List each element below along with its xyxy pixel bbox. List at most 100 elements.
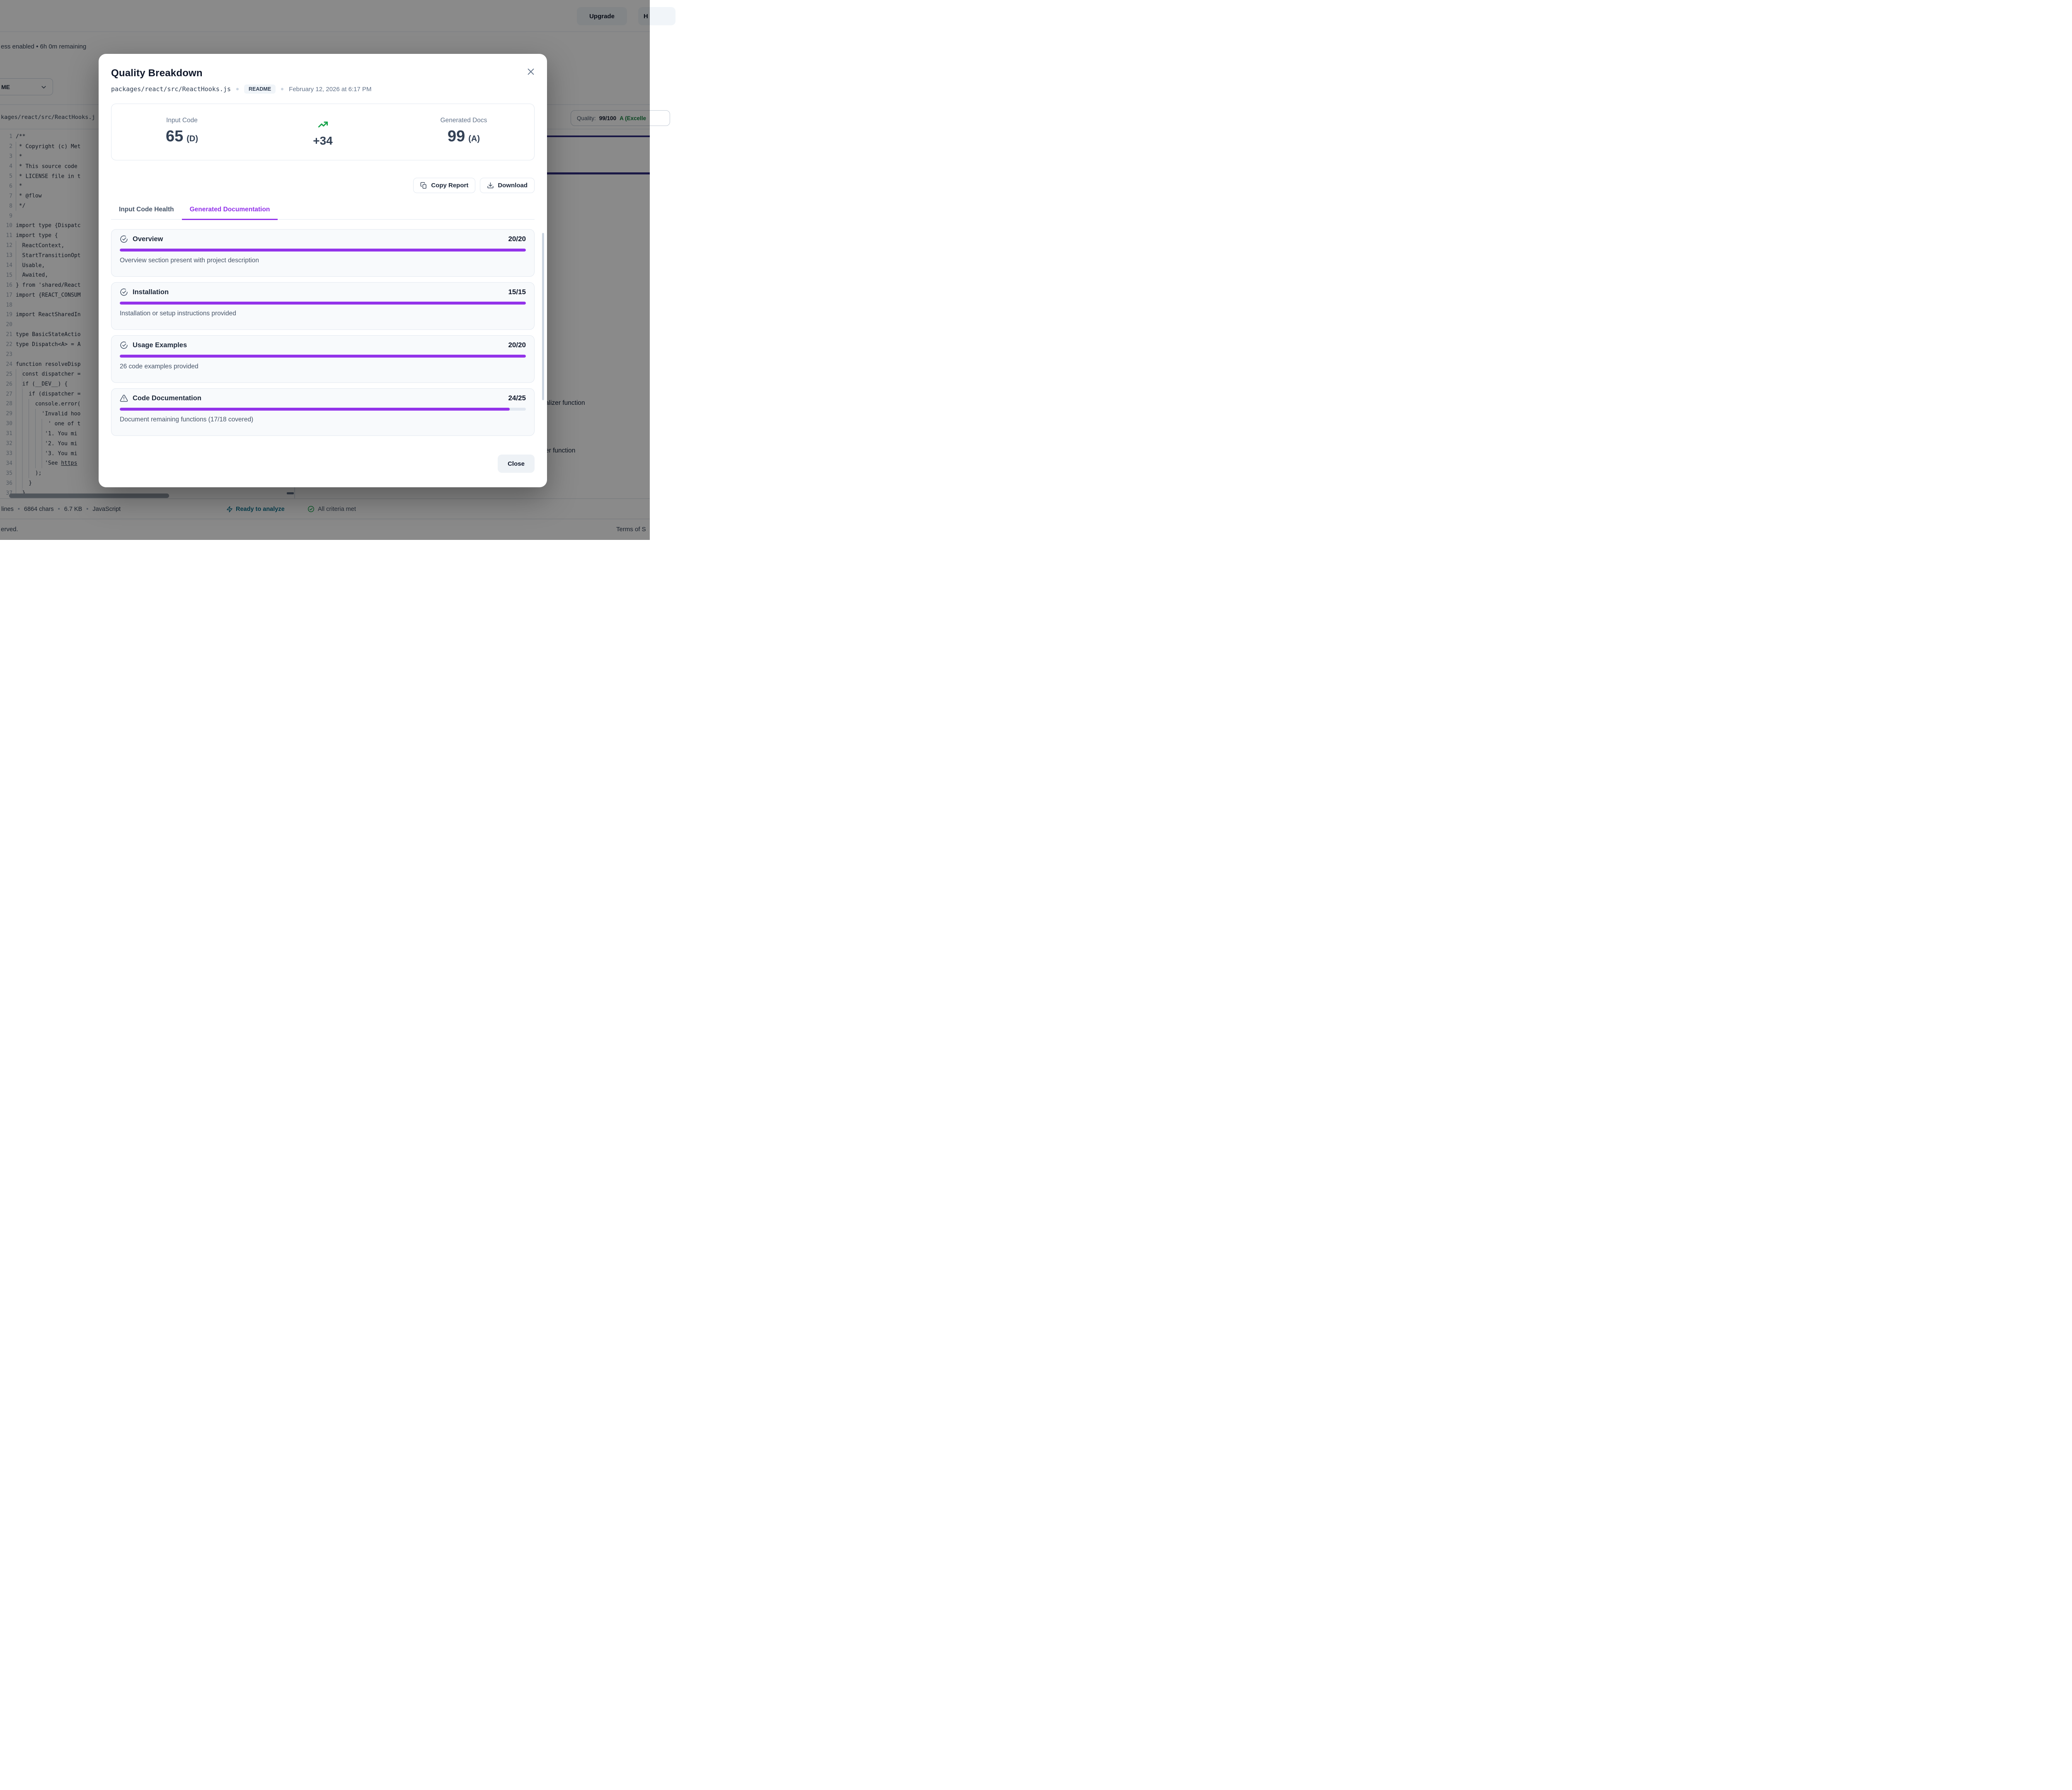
output-score-value: 99 xyxy=(447,128,465,145)
file-stat: JavaScript xyxy=(92,506,121,513)
modal-scrollbar[interactable] xyxy=(542,233,544,400)
code-line: 24 function resolveDisp xyxy=(0,359,294,369)
criteria-progress-track xyxy=(120,249,526,252)
line-number: 24 xyxy=(6,361,12,368)
line-number: 16 xyxy=(6,282,12,288)
upgrade-button[interactable]: Upgrade xyxy=(577,7,627,25)
criteria-name: Usage Examples xyxy=(133,341,187,349)
criteria-progress-fill xyxy=(120,249,526,252)
line-number: 14 xyxy=(6,262,12,269)
code-editor[interactable]: 1/** 2 * Copyright (c) Met 3 * 4 * This source… xyxy=(0,132,294,498)
line-number: 23 xyxy=(6,351,12,358)
status-bar: lines • 6864 chars • 6.7 KB • JavaScript Ready… xyxy=(0,498,650,519)
file-stats: lines • 6864 chars • 6.7 KB • JavaScript xyxy=(1,499,121,519)
copyright-text: erved. xyxy=(1,526,18,533)
score-delta: +34 xyxy=(313,134,333,147)
session-status-text: ess enabled • 6h 0m remaining xyxy=(1,43,87,50)
line-number: 18 xyxy=(6,302,12,308)
score-summary-card: Input Code 65 (D) +34 Generated Docs 99 … xyxy=(111,104,535,160)
code-line: 1 /** xyxy=(0,132,294,142)
line-number: 29 xyxy=(6,411,12,417)
close-button[interactable]: Close xyxy=(498,455,535,473)
code-line: 20 xyxy=(0,320,294,330)
criteria-description: Installation or setup instructions provi… xyxy=(120,310,236,317)
criteria-progress-track xyxy=(120,355,526,358)
line-number: 11 xyxy=(6,232,12,239)
tab-input-code-health[interactable]: Input Code Health xyxy=(119,206,174,213)
criteria-progress-track xyxy=(120,408,526,411)
code-line: 32 '2. You mi xyxy=(0,438,294,449)
circle-check-icon xyxy=(120,341,128,349)
code-line: 34 'See https xyxy=(0,458,294,469)
file-stat: lines xyxy=(1,506,14,513)
warning-triangle-icon xyxy=(120,394,128,402)
code-text: /** xyxy=(16,133,26,140)
close-icon[interactable] xyxy=(526,67,535,76)
download-icon xyxy=(487,182,494,189)
criteria-progress-fill xyxy=(120,355,526,358)
code-line: 30 ' one of t xyxy=(0,418,294,429)
horizontal-scrollbar[interactable] xyxy=(9,493,169,498)
line-number: 5 xyxy=(9,173,12,179)
code-text: * Copyright (c) Met xyxy=(16,141,81,152)
circle-check-icon xyxy=(120,288,128,296)
code-text: '3. You mi xyxy=(16,448,77,459)
code-line: 5 * LICENSE file in t xyxy=(0,171,294,181)
input-score-value: 65 xyxy=(165,128,184,145)
chevron-down-icon xyxy=(41,86,46,89)
code-text: Usable, xyxy=(16,260,45,271)
line-number: 17 xyxy=(6,292,12,298)
modal-subheader: packages/react/src/ReactHooks.js README … xyxy=(111,85,535,94)
copy-report-label: Copy Report xyxy=(431,182,469,189)
criteria-status-label: All criteria met xyxy=(318,506,356,513)
code-line: 12 ReactContext, xyxy=(0,240,294,251)
line-number: 34 xyxy=(6,460,12,467)
criteria-score: 20/20 xyxy=(508,235,526,243)
code-text: function resolveDisp xyxy=(16,361,81,368)
code-text: * @flow xyxy=(16,191,42,201)
line-number: 28 xyxy=(6,401,12,407)
line-number: 30 xyxy=(6,421,12,427)
output-score-column: Generated Docs 99 (A) xyxy=(393,104,534,160)
code-line: 22 type Dispatch<A> = A xyxy=(0,340,294,350)
code-text: ); xyxy=(16,468,41,479)
line-number: 9 xyxy=(9,213,12,219)
criteria-description: Overview section present with project de… xyxy=(120,257,259,264)
terms-link[interactable]: Terms of S xyxy=(616,526,646,533)
report-timestamp: February 12, 2026 at 6:17 PM xyxy=(289,85,372,93)
quality-label: Quality: xyxy=(577,115,596,121)
output-score-label: Generated Docs xyxy=(440,117,487,124)
copy-report-button[interactable]: Copy Report xyxy=(413,178,476,193)
line-number: 12 xyxy=(6,242,12,249)
quality-grade: A (Excelle xyxy=(620,115,646,121)
target-select-value: ME xyxy=(1,83,10,90)
code-line: 29 'Invalid hoo xyxy=(0,409,294,419)
code-text: */ xyxy=(16,201,25,211)
code-text: ' one of t xyxy=(16,418,80,429)
line-number: 20 xyxy=(6,322,12,328)
code-text: import type {Dispatc xyxy=(16,223,81,229)
target-select[interactable]: ME xyxy=(0,78,53,95)
help-button-partial[interactable]: H xyxy=(638,7,675,25)
line-number: 8 xyxy=(9,203,12,209)
code-text: StartTransitionOpt xyxy=(16,250,80,261)
line-number: 27 xyxy=(6,391,12,397)
code-line: 31 '1. You mi xyxy=(0,428,294,439)
code-line: 21 type BasicStateActio xyxy=(0,330,294,340)
code-line: 10 import type {Dispatc xyxy=(0,221,294,231)
code-line: 35); xyxy=(0,468,294,479)
criteria-progress-fill xyxy=(120,302,526,305)
code-text: '1. You mi xyxy=(16,428,77,439)
quality-score: 99/100 xyxy=(599,115,617,121)
code-line: 14 Usable, xyxy=(0,260,294,271)
criteria-progress-track xyxy=(120,302,526,305)
input-score-column: Input Code 65 (D) xyxy=(111,104,252,160)
dot-separator: • xyxy=(58,506,60,513)
code-text: 'See https xyxy=(16,458,77,469)
code-link[interactable]: https xyxy=(61,460,77,467)
dot-separator xyxy=(236,88,239,90)
tab-generated-documentation[interactable]: Generated Documentation xyxy=(182,202,278,220)
criteria-name: Overview xyxy=(133,235,163,243)
download-button[interactable]: Download xyxy=(480,178,535,193)
code-line: 19 import ReactSharedIn xyxy=(0,310,294,320)
